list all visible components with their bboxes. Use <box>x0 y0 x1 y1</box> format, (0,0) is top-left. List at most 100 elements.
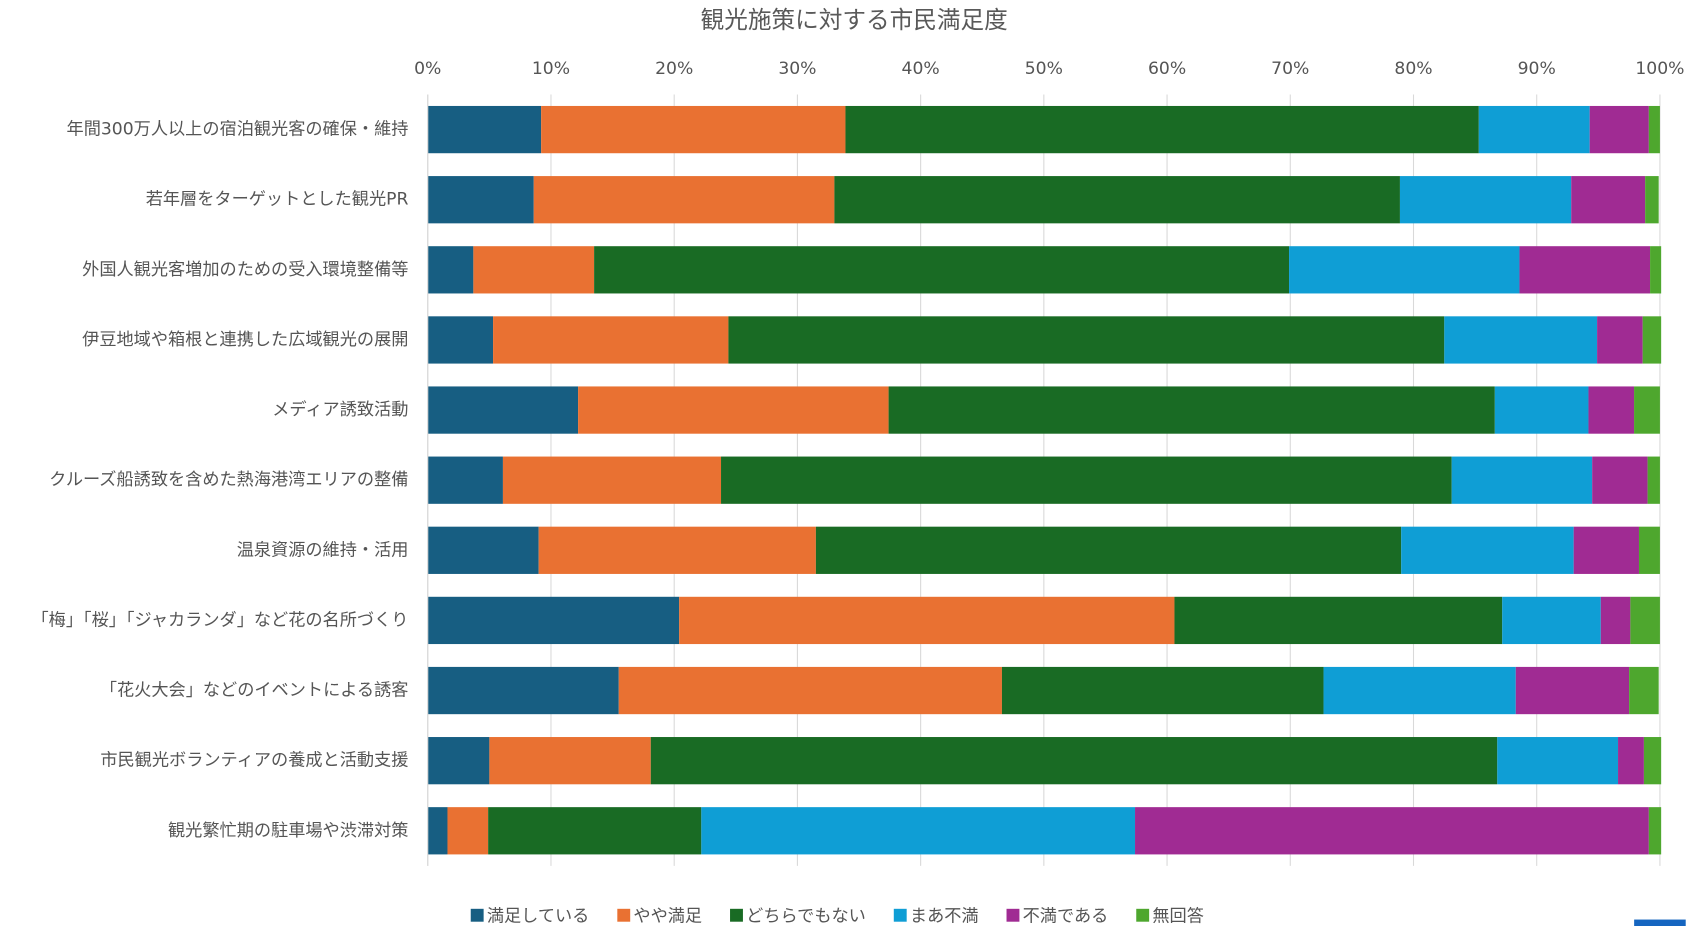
bar-segment <box>473 246 595 294</box>
bar-segment <box>888 386 1495 434</box>
bar-segment <box>538 526 816 574</box>
bar-segment <box>427 807 448 855</box>
y-tick-label: メディア誘致活動 <box>272 399 408 420</box>
bar-segment <box>541 105 846 154</box>
y-tick-label: クルーズ船誘致を含めた熱海港湾エリアの整備 <box>49 470 408 490</box>
bar-segment <box>1629 666 1659 715</box>
bar-segment <box>1478 105 1590 154</box>
chart-title: 観光施策に対する市民満足度 <box>701 6 1008 34</box>
bar-segment <box>1588 386 1635 434</box>
x-tick-label: 60% <box>1148 59 1186 79</box>
bar-segment <box>728 316 1445 364</box>
bar-segment <box>427 176 534 224</box>
bar-segment <box>721 456 1452 504</box>
bar-segment <box>834 176 1400 224</box>
bar-segment <box>427 737 490 785</box>
bar-segment <box>427 526 539 574</box>
bar-segment <box>427 596 680 645</box>
y-tick-label: 「花火大会」などのイベントによる誘客 <box>100 681 409 701</box>
bar-segment <box>1589 105 1649 154</box>
y-tick-label: 市民観光ボランティアの養成と活動支援 <box>100 751 408 771</box>
bar-segment <box>618 666 1002 715</box>
bar-segment <box>1638 526 1660 574</box>
bar-segment <box>1647 456 1660 504</box>
bar-segment <box>679 596 1175 645</box>
bar-segment <box>1571 176 1646 224</box>
x-tick-label: 100% <box>1635 59 1684 79</box>
bar-segment <box>1401 526 1574 574</box>
x-tick-label: 40% <box>902 59 940 79</box>
legend-label: まあ不満 <box>910 906 979 926</box>
x-tick-label: 70% <box>1271 59 1309 79</box>
bar-segment <box>594 246 1290 294</box>
bar-segment <box>1650 246 1662 294</box>
legend-swatch <box>617 908 631 922</box>
bar-segment <box>1597 316 1643 364</box>
y-tick-label: 温泉資源の維持・活用 <box>237 540 409 560</box>
legend-swatch <box>470 908 484 922</box>
bar-segment <box>1592 456 1648 504</box>
bar-segment <box>1618 737 1644 785</box>
y-tick-label: 若年層をターゲットとした観光PR <box>146 190 409 210</box>
bar-segment <box>1630 596 1660 645</box>
legend-label: 不満である <box>1023 906 1109 926</box>
bar-segment <box>427 316 494 364</box>
y-tick-label: 観光繁忙期の駐車場や渋滞対策 <box>168 821 408 841</box>
x-tick-label: 0% <box>414 59 441 79</box>
bar-segment <box>1648 807 1662 855</box>
bar-segment <box>489 737 651 785</box>
legend-swatch <box>1006 908 1020 922</box>
bar-segment <box>1399 176 1572 224</box>
bar-segment <box>815 526 1402 574</box>
bar-segment <box>578 386 889 434</box>
bar-segment <box>1643 737 1662 785</box>
bar-segment <box>493 316 729 364</box>
y-tick-label: 外国人観光客増加のための受入環境整備等 <box>82 260 408 280</box>
legend-label: 無回答 <box>1152 906 1204 926</box>
bar-segment <box>447 807 489 855</box>
legend-swatch <box>893 908 907 922</box>
legend-label: どちらでもない <box>746 906 866 926</box>
bar-segment <box>1497 737 1619 785</box>
x-tick-label: 20% <box>655 59 693 79</box>
bar-segment <box>502 456 722 504</box>
y-tick-label: 「梅」「桜」「ジャカランダ」など花の名所づくり <box>32 610 409 630</box>
bar-segment <box>1451 456 1593 504</box>
bar-segment <box>1648 105 1660 154</box>
bar-segment <box>1001 666 1324 715</box>
bar-segment <box>1494 386 1589 434</box>
bar-segment <box>427 666 619 715</box>
corner-decoration <box>1634 919 1686 926</box>
legend-label: 満足している <box>487 906 590 926</box>
x-tick-label: 80% <box>1394 59 1432 79</box>
y-tick-label: 年間300万人以上の宿泊観光客の確保・維持 <box>67 120 409 140</box>
legend-swatch <box>1136 908 1150 922</box>
bar-segment <box>427 386 579 434</box>
x-tick-label: 30% <box>778 59 816 79</box>
bar-segment <box>1174 596 1503 645</box>
bar-segment <box>533 176 835 224</box>
bar-segment <box>1634 386 1660 434</box>
bar-segment <box>427 246 474 294</box>
bar-segment <box>701 807 1136 855</box>
bar-segment <box>845 105 1479 154</box>
bar-segment <box>427 456 503 504</box>
bar-segment <box>650 737 1498 785</box>
bar-segment <box>1444 316 1598 364</box>
bar-segment <box>1502 596 1601 645</box>
bar-segment <box>488 807 702 855</box>
bar-segment <box>1573 526 1639 574</box>
x-tick-label: 50% <box>1025 59 1063 79</box>
bar-segment <box>427 105 542 154</box>
x-tick-label: 90% <box>1518 59 1556 79</box>
bar-segment <box>1289 246 1520 294</box>
legend-swatch <box>730 908 743 922</box>
bar-segment <box>1323 666 1516 715</box>
bar-segment <box>1515 666 1630 715</box>
bar-segment <box>1135 807 1649 855</box>
bar-segment <box>1642 316 1662 364</box>
bar-segment <box>1645 176 1659 224</box>
y-tick-label: 伊豆地域や箱根と連携した広域観光の展開 <box>82 330 408 350</box>
bar-segment <box>1600 596 1631 645</box>
